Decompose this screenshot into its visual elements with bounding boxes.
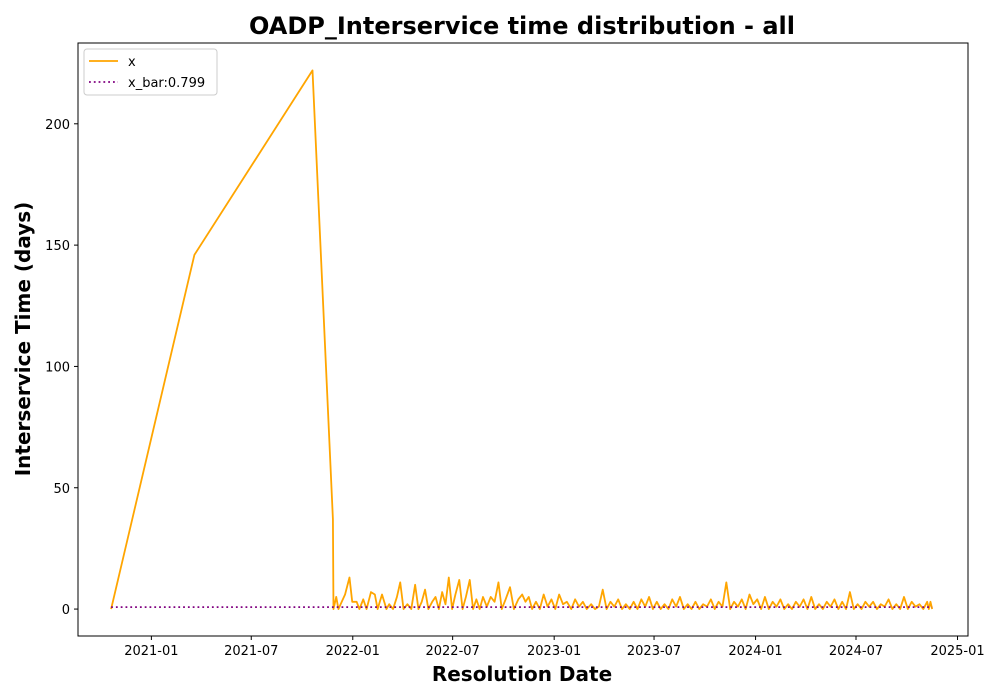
- x-tick-label: 2024-01: [728, 644, 782, 659]
- chart-title: OADP_Interservice time distribution - al…: [249, 12, 795, 40]
- y-tick-label: 150: [45, 239, 70, 254]
- x-tick-label: 2024-07: [829, 644, 883, 659]
- x-tick-label: 2023-01: [527, 644, 581, 659]
- x-tick-label: 2023-07: [627, 644, 681, 659]
- y-axis-label: Interservice Time (days): [11, 202, 35, 477]
- x-axis: 2021-01 2021-07 2022-01 2022-07 2023-01 2023-…: [124, 636, 985, 659]
- x-tick-label: 2021-01: [124, 644, 178, 659]
- legend: x x_bar:0.799: [83, 48, 218, 96]
- x-axis-label: Resolution Date: [432, 662, 612, 686]
- y-tick-label: 200: [45, 118, 70, 133]
- x-tick-label: 2021-07: [224, 644, 278, 659]
- y-tick-label: 0: [62, 603, 70, 618]
- x-tick-label: 2022-07: [425, 644, 479, 659]
- legend-label-x: x: [128, 55, 136, 70]
- plot-area: [77, 42, 969, 637]
- y-axis: 0 50 100 150 200: [45, 118, 78, 618]
- series-layer: [110, 69, 934, 610]
- legend-label-x-bar: x_bar:0.799: [128, 76, 205, 91]
- x-tick-label: 2025-01: [930, 644, 984, 659]
- plot-frame: [77, 42, 969, 637]
- y-tick-label: 100: [45, 360, 70, 375]
- x-tick-label: 2022-01: [326, 644, 380, 659]
- series-line-x: [110, 69, 934, 610]
- y-tick-label: 50: [53, 482, 70, 497]
